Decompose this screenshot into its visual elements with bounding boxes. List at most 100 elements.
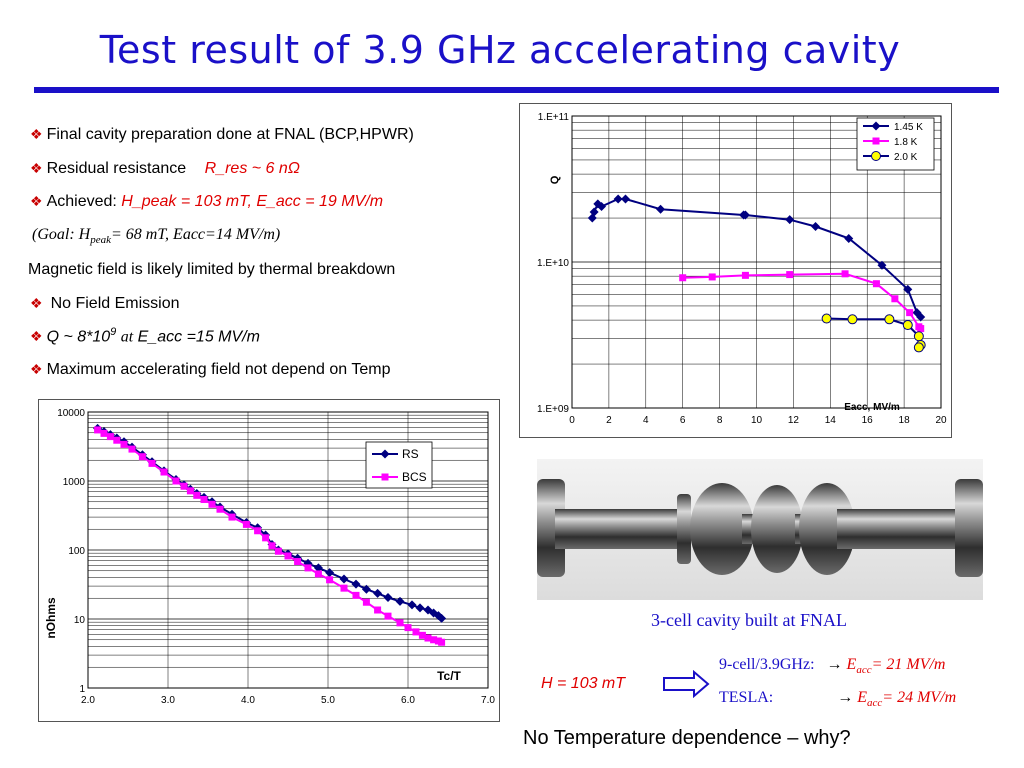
data-point xyxy=(361,584,371,594)
x-tick-label: 2.0 xyxy=(81,695,95,706)
data-point xyxy=(326,576,334,584)
data-point xyxy=(430,636,438,644)
data-point xyxy=(294,558,302,566)
right-arrow-icon: → xyxy=(826,656,843,673)
h-field-label: H = 103 mT xyxy=(541,675,626,692)
series-1-8-k xyxy=(679,270,925,333)
data-point xyxy=(917,325,925,333)
data-point xyxy=(383,592,393,602)
data-point xyxy=(437,613,447,623)
data-point xyxy=(872,280,880,288)
bullet-q-value: ❖ Q ~ 8*109 at E_acc =15 MV/m xyxy=(30,326,260,346)
data-point xyxy=(404,624,412,632)
x-tick-label: 4 xyxy=(643,415,649,426)
rs-vs-tct-chart: 2.0 3.0 4.0 5.0 6.0 7.0 1 10 100 1000 10000 nOhms Tc… xyxy=(44,408,495,706)
x-tick-label: 5.0 xyxy=(321,695,335,706)
x-axis-label: Eacc, MV/m xyxy=(844,402,900,413)
y-tick-label: 1 xyxy=(79,684,85,695)
cavity-illustration xyxy=(537,479,983,577)
x-tick-label: 20 xyxy=(935,415,947,426)
data-point xyxy=(811,222,821,232)
hollow-right-arrow-icon xyxy=(663,670,710,698)
data-point xyxy=(314,570,322,578)
data-point xyxy=(228,513,236,521)
data-point xyxy=(128,445,136,453)
photo-caption: 3-cell cavity built at FNAL xyxy=(651,610,847,630)
title-divider xyxy=(34,87,999,93)
series-1-45-k xyxy=(587,194,926,322)
diamond-bullet-icon: ❖ xyxy=(30,361,43,377)
slide-title: Test result of 3.9 GHz accelerating cavi… xyxy=(99,28,901,72)
data-point xyxy=(438,638,446,646)
bullet-residual: ❖ Residual resistance R_res ~ 6 nΩ xyxy=(30,160,300,178)
data-point xyxy=(613,194,623,204)
y-tick-label: 10 xyxy=(74,615,86,626)
rs-vs-tct-chart-frame: 2.0 3.0 4.0 5.0 6.0 7.0 1 10 100 1000 10000 nOhms Tc… xyxy=(38,399,500,722)
x-tick-label: 3.0 xyxy=(161,695,175,706)
q-vs-eacc-chart-frame: 0 2 4 6 8 10 12 14 16 18 20 1.E+09 1.E+10 1.E+11 Q Eacc… xyxy=(519,103,952,438)
data-point xyxy=(313,563,323,573)
data-point xyxy=(242,520,250,528)
data-point xyxy=(396,619,404,627)
comparison-row-tesla: TESLA: → Eacc= 24 MV/m xyxy=(719,689,957,710)
data-point xyxy=(412,628,420,636)
data-point xyxy=(268,542,276,550)
legend-label: 1.8 K xyxy=(894,137,918,148)
y-tick-label: 100 xyxy=(68,546,85,557)
data-point xyxy=(172,477,180,485)
series-2-0-k xyxy=(821,313,926,353)
data-point xyxy=(844,233,854,243)
x-tick-label: 4.0 xyxy=(241,695,255,706)
data-point xyxy=(94,426,102,434)
x-tick-label: 16 xyxy=(862,415,874,426)
data-point xyxy=(589,207,599,217)
data-point xyxy=(913,342,924,353)
right-arrow-icon: → xyxy=(837,689,854,706)
diamond-bullet-icon: ❖ xyxy=(30,193,43,209)
data-point xyxy=(284,552,292,560)
data-point xyxy=(903,284,913,294)
x-tick-label: 18 xyxy=(899,415,911,426)
cavity-photo xyxy=(537,459,983,600)
y-axis-label: Q xyxy=(549,175,561,184)
magnetic-field-note: Magnetic field is likely limited by ther… xyxy=(28,261,396,278)
legend-marker xyxy=(871,151,881,161)
legend-marker xyxy=(380,449,390,459)
data-point xyxy=(418,631,426,639)
data-point xyxy=(884,314,895,325)
data-point xyxy=(786,271,794,279)
y-tick-label: 1.E+09 xyxy=(537,404,569,415)
x-tick-label: 6 xyxy=(680,415,686,426)
footer-question: No Temperature dependence – why? xyxy=(523,727,851,749)
x-tick-label: 12 xyxy=(788,415,800,426)
data-point xyxy=(902,320,913,331)
diamond-bullet-icon: ❖ xyxy=(30,160,43,176)
legend-label: 1.45 K xyxy=(894,122,923,133)
plot-area xyxy=(87,411,489,689)
data-point xyxy=(100,429,108,437)
data-point xyxy=(352,591,360,599)
bullet-text: Achieved: xyxy=(46,193,117,210)
data-point xyxy=(708,273,716,281)
legend-label: BCS xyxy=(402,470,427,484)
data-point xyxy=(113,436,121,444)
data-point xyxy=(160,468,168,476)
data-point xyxy=(262,534,270,542)
y-tick-label: 1.E+10 xyxy=(537,258,569,269)
series-line xyxy=(97,429,442,644)
data-point xyxy=(916,312,926,322)
data-point xyxy=(193,491,201,499)
data-point xyxy=(340,584,348,592)
data-point xyxy=(384,612,392,620)
y-tick-label: 1.E+11 xyxy=(538,112,570,123)
legend-label: 2.0 K xyxy=(894,152,918,163)
data-point xyxy=(821,313,832,324)
x-tick-label: 2 xyxy=(606,415,612,426)
bullet-text: No Field Emission xyxy=(50,295,180,312)
y-axis-label: nOhms xyxy=(44,597,58,639)
data-point xyxy=(741,271,749,279)
data-point xyxy=(656,204,666,214)
data-point xyxy=(148,459,156,467)
bullet-field-emission: ❖ No Field Emission xyxy=(30,295,180,313)
data-point xyxy=(373,588,383,598)
